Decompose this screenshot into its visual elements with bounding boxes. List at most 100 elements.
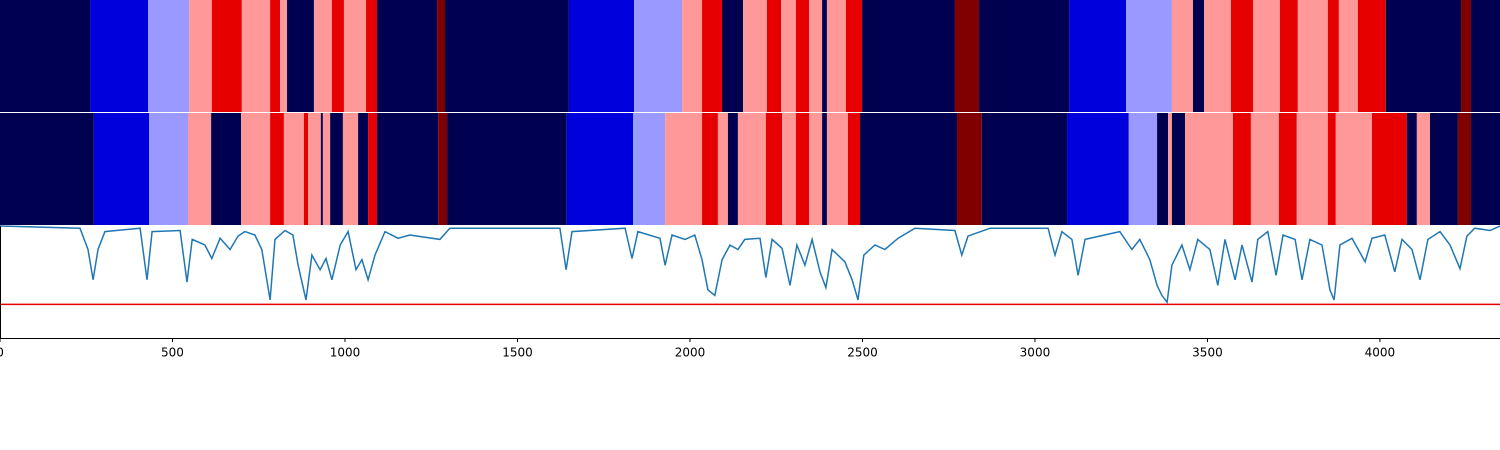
segment — [808, 113, 823, 225]
segment — [241, 0, 271, 112]
segment — [1471, 113, 1500, 225]
segment — [1338, 0, 1358, 112]
segment — [737, 113, 766, 225]
segment — [1416, 113, 1430, 225]
segment — [270, 0, 281, 112]
x-tick-label: 500 — [161, 346, 184, 360]
segment — [1429, 113, 1458, 225]
segment — [702, 0, 723, 112]
segment — [1069, 0, 1127, 112]
x-tick-label: 2500 — [847, 346, 878, 360]
segment — [445, 0, 569, 112]
segment — [211, 0, 242, 112]
segment — [782, 113, 796, 225]
segment — [90, 0, 148, 112]
segment — [743, 0, 767, 112]
x-tick-label: 3000 — [1020, 346, 1051, 360]
segment — [322, 113, 331, 225]
x-tick-label: 4000 — [1365, 346, 1396, 360]
segment — [280, 0, 288, 112]
segment — [566, 113, 634, 225]
segment — [438, 113, 448, 225]
segment — [822, 113, 827, 225]
segment — [1278, 113, 1297, 225]
segment — [1461, 0, 1472, 112]
segment — [343, 0, 367, 112]
segment — [241, 113, 271, 225]
segment — [1232, 113, 1251, 225]
segment — [845, 0, 863, 112]
segment — [727, 113, 738, 225]
segment — [1335, 113, 1373, 225]
segment — [188, 113, 212, 225]
segment — [1252, 0, 1280, 112]
segment — [568, 0, 635, 112]
segment — [1327, 113, 1336, 225]
segment — [147, 0, 190, 112]
segment — [862, 0, 955, 112]
segment — [634, 0, 683, 112]
segment — [808, 0, 823, 112]
segment — [93, 113, 150, 225]
segment — [1457, 113, 1472, 225]
segment — [377, 113, 439, 225]
segment — [1192, 0, 1205, 112]
segment — [682, 0, 703, 112]
segment — [1067, 113, 1129, 225]
segment — [1372, 113, 1407, 225]
segment — [303, 113, 309, 225]
segment — [1279, 0, 1298, 112]
segment — [331, 0, 344, 112]
segment — [766, 0, 782, 112]
segment — [1128, 113, 1158, 225]
segment — [1296, 113, 1328, 225]
segment — [1406, 113, 1417, 225]
x-tick-label: 1000 — [330, 346, 361, 360]
segment — [211, 113, 242, 225]
segment — [1171, 113, 1186, 225]
segment — [765, 113, 783, 225]
segment — [149, 113, 189, 225]
segment — [1357, 0, 1386, 112]
segment — [1327, 0, 1339, 112]
segment — [330, 113, 343, 225]
segment — [0, 0, 91, 112]
segment — [320, 113, 323, 225]
segment — [702, 113, 718, 225]
segment — [1230, 0, 1253, 112]
segment — [308, 113, 321, 225]
segment — [1204, 0, 1231, 112]
segment — [717, 113, 728, 225]
segment — [366, 0, 378, 112]
segment — [358, 113, 369, 225]
segment — [822, 0, 827, 112]
segment — [342, 113, 359, 225]
segment — [287, 0, 314, 112]
segment — [860, 113, 957, 225]
segment — [847, 113, 861, 225]
segment — [826, 0, 846, 112]
segment — [0, 113, 94, 225]
x-tick-label: 3500 — [1192, 346, 1223, 360]
segment — [981, 113, 1068, 225]
segment — [1385, 0, 1462, 112]
segment — [826, 113, 848, 225]
segment — [956, 113, 982, 225]
segment — [437, 0, 446, 112]
segment — [189, 0, 212, 112]
segment — [1471, 0, 1500, 112]
segment — [447, 113, 567, 225]
x-tick-label: 2000 — [675, 346, 706, 360]
segment — [1250, 113, 1279, 225]
segment — [1157, 113, 1169, 225]
x-tick-label: 0 — [0, 346, 4, 360]
segment — [1171, 0, 1193, 112]
segment — [313, 0, 332, 112]
segment — [1297, 0, 1328, 112]
segment — [665, 113, 703, 225]
segment — [368, 113, 378, 225]
segment — [979, 0, 1070, 112]
segment — [633, 113, 666, 225]
segment — [1168, 113, 1172, 225]
